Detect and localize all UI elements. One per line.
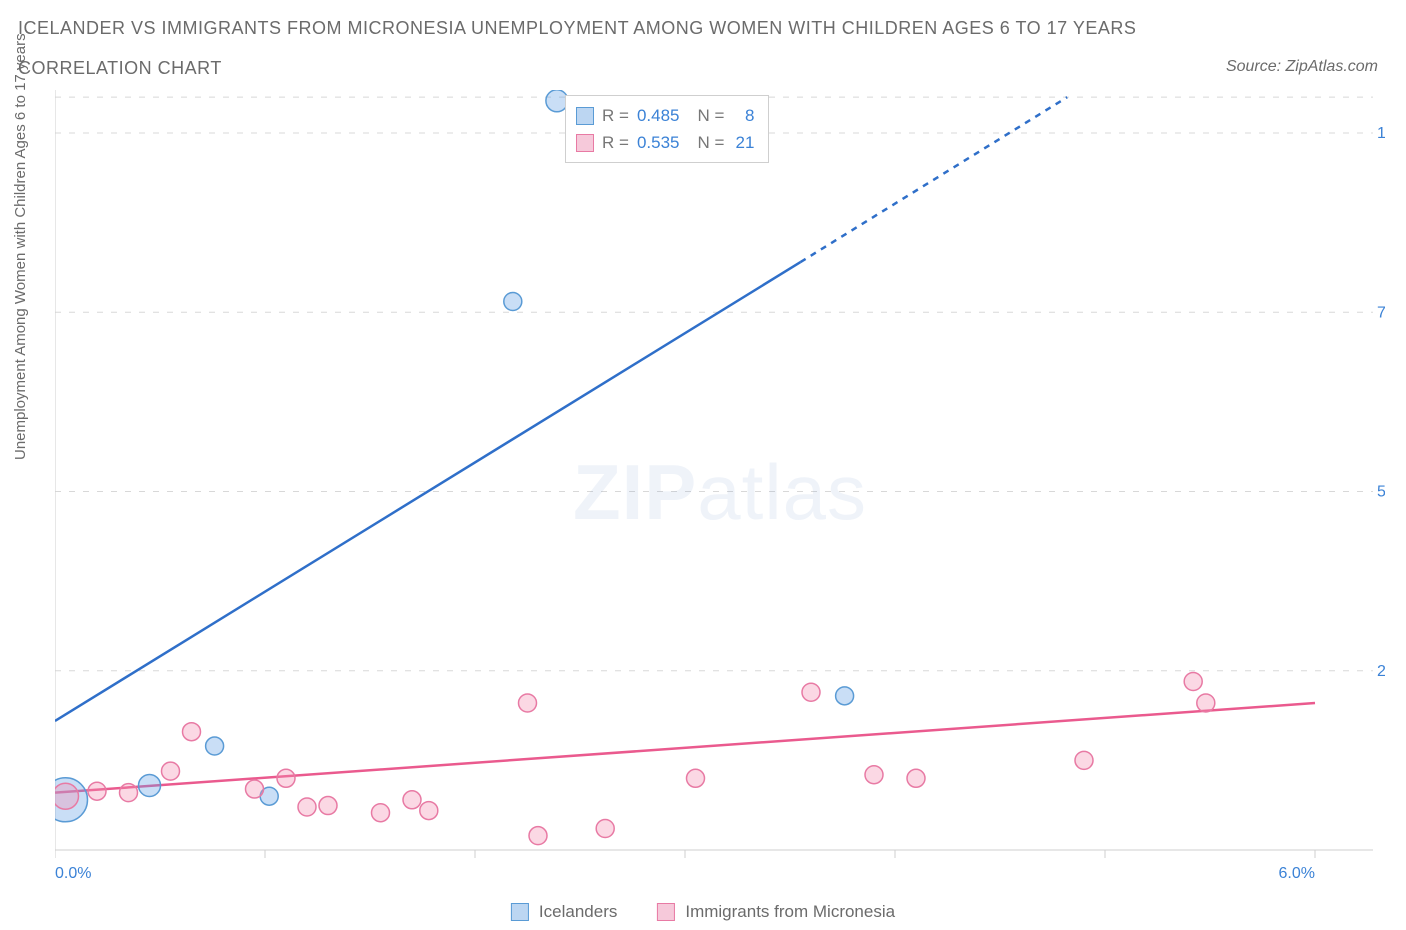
legend-n-label: N = xyxy=(697,102,724,129)
legend-series-label: Icelanders xyxy=(539,902,617,922)
legend-swatch xyxy=(576,134,594,152)
legend-n-label: N = xyxy=(697,129,724,156)
y-tick-label: 75.0% xyxy=(1377,304,1385,321)
legend-r-label: R = xyxy=(602,129,629,156)
legend-correlation-row: R = 0.535 N = 21 xyxy=(576,129,754,156)
legend-swatch xyxy=(657,903,675,921)
legend-correlation-row: R = 0.485 N = 8 xyxy=(576,102,754,129)
legend-correlation-box: R = 0.485 N = 8 R = 0.535 N = 21 xyxy=(565,95,769,163)
y-tick-label: 50.0% xyxy=(1377,484,1385,501)
chart-area: 25.0% 50.0% 75.0% 100.0% 0.0% 6.0% R = 0.485 N … xyxy=(55,90,1385,880)
chart-title-line2: CORRELATION CHART xyxy=(18,58,222,79)
y-tick-label: 100.0% xyxy=(1377,125,1385,142)
legend-r-label: R = xyxy=(602,102,629,129)
legend-swatch xyxy=(576,107,594,125)
x-tick-label: 6.0% xyxy=(1279,865,1315,880)
chart-title-line1: ICELANDER VS IMMIGRANTS FROM MICRONESIA … xyxy=(18,18,1136,39)
x-tick-label: 0.0% xyxy=(55,865,91,880)
legend-r-value: 0.485 xyxy=(637,102,680,129)
legend-series-item: Icelanders xyxy=(511,902,617,922)
legend-r-value: 0.535 xyxy=(637,129,680,156)
y-axis-label: Unemployment Among Women with Children A… xyxy=(12,33,29,460)
source-label: Source: ZipAtlas.com xyxy=(1226,58,1378,76)
legend-swatch xyxy=(511,903,529,921)
legend-n-value: 8 xyxy=(732,102,754,129)
legend-series-item: Immigrants from Micronesia xyxy=(657,902,895,922)
y-tick-label: 25.0% xyxy=(1377,663,1385,680)
scatter-plot-svg: 25.0% 50.0% 75.0% 100.0% 0.0% 6.0% xyxy=(55,90,1385,880)
legend-series: Icelanders Immigrants from Micronesia xyxy=(511,902,895,922)
legend-n-value: 21 xyxy=(732,129,754,156)
legend-series-label: Immigrants from Micronesia xyxy=(685,902,895,922)
